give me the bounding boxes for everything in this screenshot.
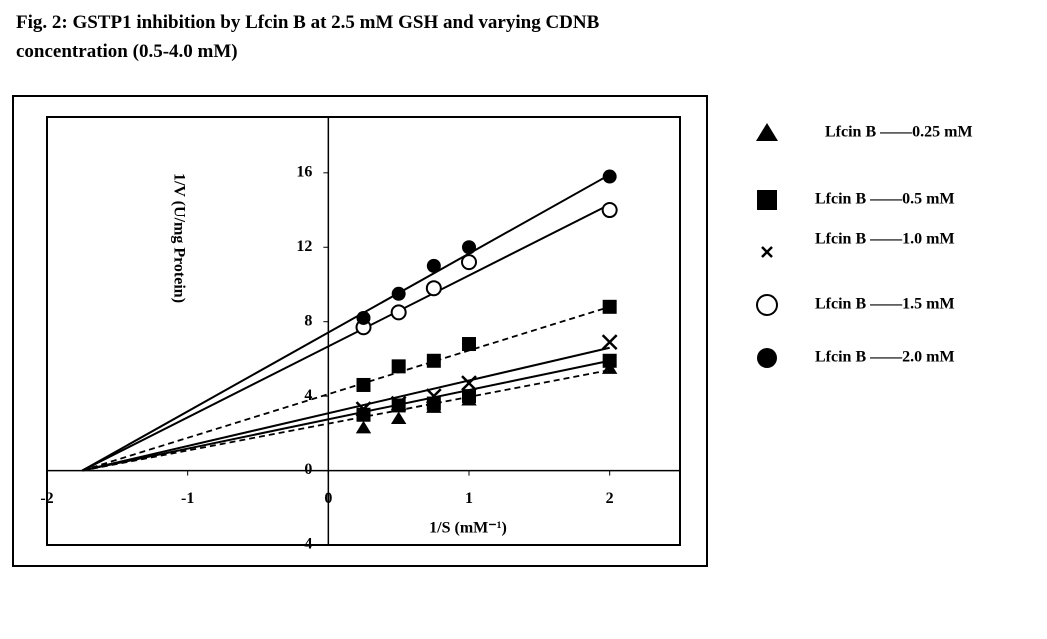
point <box>391 286 406 301</box>
legend-marker <box>757 348 777 368</box>
legend-marker <box>756 123 778 141</box>
legend-label: Lfcin B ——2.0 mM <box>815 349 955 366</box>
point <box>391 359 406 374</box>
y-tick-label: 16 <box>296 163 312 180</box>
point <box>355 420 372 434</box>
x-tick-label: -2 <box>40 490 53 507</box>
y-tick-label: 4 <box>304 536 312 553</box>
point <box>461 254 477 271</box>
point <box>426 353 441 368</box>
y-tick-label: 8 <box>304 312 312 329</box>
x-tick-label: 1 <box>465 490 473 507</box>
y-tick-label: 4 <box>304 387 312 404</box>
fit-line <box>81 346 610 472</box>
point <box>426 396 441 411</box>
x-tick-label: 2 <box>606 490 614 507</box>
fit-line <box>81 359 610 472</box>
fit-line <box>81 203 611 472</box>
y-axis-label: 1/V (U/mg Protein) <box>170 173 187 303</box>
outer-frame <box>12 95 708 567</box>
legend-label: Lfcin B ——0.25 mM <box>825 124 973 141</box>
y-tick-label: 12 <box>296 238 312 255</box>
point <box>426 258 441 273</box>
legend-marker <box>761 246 773 258</box>
point <box>601 202 618 219</box>
x-axis-label: 1/S (mM⁻¹) <box>429 520 507 537</box>
point <box>390 395 407 412</box>
legend-label: Lfcin B ——1.0 mM <box>815 231 955 248</box>
point <box>356 377 371 392</box>
point <box>461 375 477 391</box>
fit-line <box>81 369 610 472</box>
point <box>425 280 442 297</box>
point <box>390 304 407 321</box>
point <box>425 388 442 405</box>
legend-marker <box>756 294 778 316</box>
x-tick-label: 0 <box>324 490 332 507</box>
point <box>462 389 476 404</box>
fit-line <box>81 305 610 472</box>
point <box>602 169 617 184</box>
point <box>390 411 407 425</box>
plot-frame <box>46 116 681 546</box>
y-tick-label: 0 <box>304 461 312 478</box>
point <box>602 353 617 368</box>
point <box>355 401 372 418</box>
x-tick-label: -1 <box>181 490 194 507</box>
point <box>462 337 476 352</box>
legend-label: Lfcin B ——0.5 mM <box>815 191 955 208</box>
point <box>356 310 371 325</box>
legend-marker <box>757 190 777 210</box>
legend-label: Lfcin B ——1.5 mM <box>815 296 955 313</box>
point <box>462 240 476 255</box>
chart-title: Fig. 2: GSTP1 inhibition by Lfcin B at 2… <box>16 12 600 62</box>
point <box>601 334 618 351</box>
point <box>391 398 406 413</box>
fit-line <box>81 173 611 472</box>
point <box>602 299 617 314</box>
